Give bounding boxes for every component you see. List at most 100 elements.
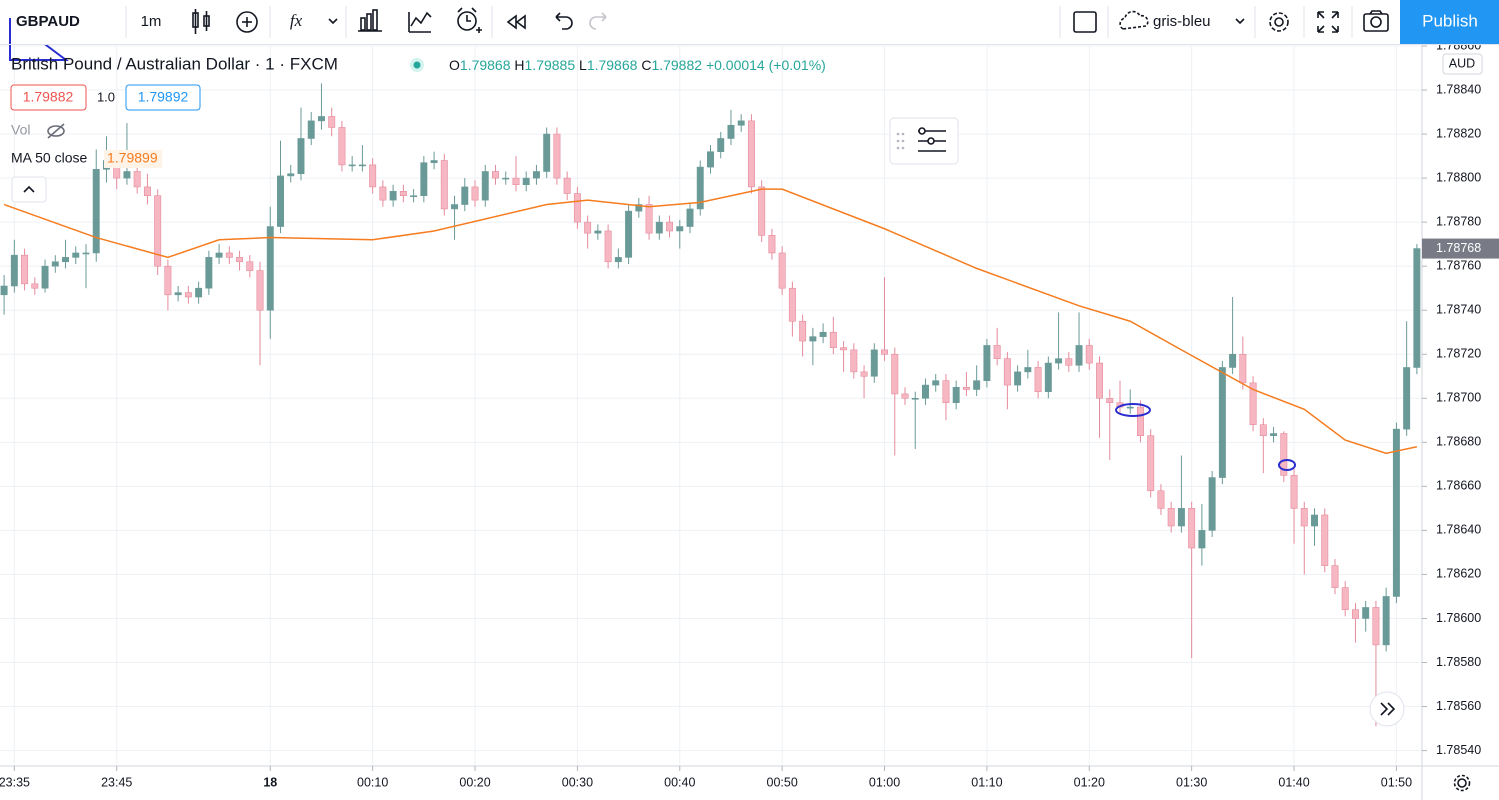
ellipse-drawing[interactable] (1278, 459, 1296, 471)
candle-body (1239, 353, 1247, 384)
x-tick-label: 01:30 (1176, 775, 1207, 789)
symbol[interactable]: GBPAUD (16, 13, 80, 30)
settings-icon[interactable] (1269, 12, 1289, 32)
time-axis: 23:35 23:45 18 00:10 00:20 00:30 00:40 00:50 01:… (0, 766, 1412, 789)
undo-icon[interactable] (555, 12, 573, 30)
theme-dropdown[interactable] (1235, 18, 1245, 25)
y-tick-label: 1.78720 (1436, 347, 1481, 361)
candle-body (829, 331, 837, 348)
scroll-icon (1380, 702, 1396, 716)
y-tick-label: 1.78780 (1436, 214, 1481, 228)
settings-icon[interactable] (918, 127, 946, 152)
candle-body (215, 252, 223, 258)
publish-button[interactable] (1400, 0, 1499, 44)
ohlc-value: 1.79868 (460, 57, 511, 73)
x-tick-label: 00:50 (767, 775, 798, 789)
buy-box[interactable] (125, 84, 201, 111)
candle-body (758, 186, 766, 236)
candle-body (1229, 353, 1237, 368)
candle-body (512, 177, 520, 186)
candle-body (584, 221, 592, 234)
x-tick-label: 01:00 (869, 775, 900, 789)
snapshot-icon[interactable] (1363, 10, 1389, 32)
plot (0, 83, 1421, 727)
candle-body (850, 349, 858, 373)
candle-body (1208, 477, 1216, 531)
candle-body (123, 171, 131, 179)
candle-body (778, 252, 786, 289)
candle-body (1014, 371, 1022, 386)
currency: AUD (1449, 56, 1475, 70)
candle-body (277, 175, 284, 227)
candle-body (246, 261, 254, 271)
ma-value: 1.79899 (107, 150, 158, 166)
fullscreen-icon[interactable] (1317, 11, 1339, 33)
hidden-icon[interactable] (47, 123, 65, 139)
ohlc-key: H (514, 57, 524, 73)
y-tick-label: 1.78660 (1436, 479, 1481, 493)
candle-body (973, 380, 981, 390)
interval[interactable]: 1m (141, 13, 162, 30)
candle-body (1085, 345, 1093, 364)
market-status (413, 61, 421, 69)
drag-handle (896, 132, 905, 150)
collapse-legend[interactable] (11, 176, 47, 203)
candle-body (358, 164, 366, 167)
candle-body (993, 345, 1001, 359)
candle-body (430, 160, 438, 163)
chart-type-icon[interactable] (192, 9, 210, 34)
dropdown[interactable] (328, 18, 338, 25)
layout-icon[interactable] (1073, 11, 1097, 33)
candle-body (0, 285, 8, 296)
candle-body (379, 186, 387, 201)
candle-body (1331, 565, 1339, 588)
x-tick-label: 00:40 (664, 775, 695, 789)
alert-icon[interactable] (457, 7, 482, 33)
x-tick-label: 23:35 (0, 775, 30, 789)
candle-body (328, 116, 336, 128)
candle-body (1024, 367, 1032, 373)
collapse-icon (23, 185, 35, 193)
candle-body (747, 120, 755, 188)
candle-body (1413, 248, 1421, 368)
y-tick-label: 1.78700 (1436, 391, 1481, 405)
price-axis: 1.78540 1.78560 1.78580 1.78600 1.78620 1.786… (1422, 38, 1499, 757)
ask-price: 1.79892 (138, 89, 189, 105)
ohlc-key: C (641, 57, 651, 73)
candle-body (287, 173, 295, 177)
y-tick-label: 1.78680 (1436, 435, 1481, 449)
ohlc-values: O1.79868 H1.79885 L1.79868 C1.79882 +0.0… (449, 57, 826, 73)
candle-body (676, 226, 684, 232)
candle-body (553, 133, 561, 179)
candle-body (932, 380, 940, 386)
settings-gear[interactable] (1453, 774, 1471, 792)
candle-body (942, 380, 950, 403)
candle-body (440, 160, 448, 210)
theme-name[interactable]: gris-bleu (1153, 13, 1211, 30)
compare-icon[interactable] (236, 11, 258, 33)
replay-icon[interactable] (506, 14, 526, 30)
candle-body (1188, 508, 1196, 549)
candle-body (1167, 508, 1175, 527)
candle-body (1372, 607, 1380, 646)
publish-label: Publish (1422, 11, 1478, 30)
candle-body (1136, 406, 1144, 437)
candle-body (1382, 596, 1390, 646)
candle-body (809, 336, 817, 342)
candle-body (307, 120, 315, 139)
sell-box[interactable] (10, 84, 87, 111)
moving-average (3, 188, 1418, 455)
ellipse-drawing[interactable] (1115, 403, 1151, 417)
bid-price: 1.79882 (23, 89, 74, 105)
cloud-icon[interactable] (1119, 10, 1149, 30)
y-tick-label: 1.78800 (1436, 170, 1481, 184)
templates-icon[interactable] (358, 9, 382, 32)
currency-box[interactable] (1442, 53, 1483, 75)
candle-body (922, 384, 929, 399)
indicator-icon[interactable] (408, 11, 432, 33)
ohlc-value: 1.79868 (587, 57, 638, 73)
indicators-icon[interactable]: fx (290, 11, 303, 30)
candle-body (1106, 397, 1114, 403)
candle-body (1198, 530, 1206, 549)
